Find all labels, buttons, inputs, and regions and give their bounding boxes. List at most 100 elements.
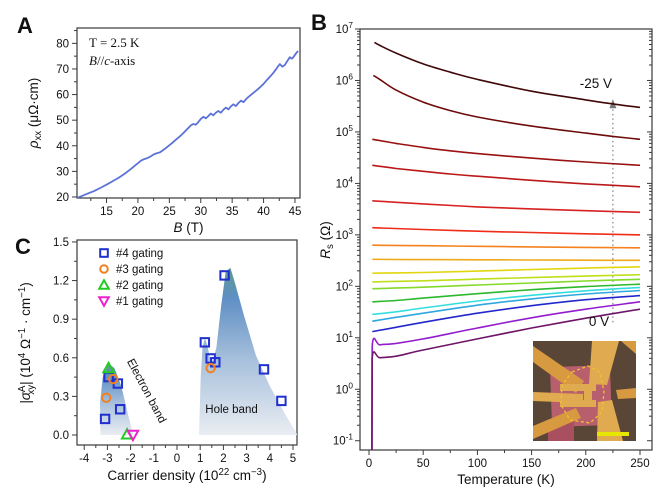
resistance-curve-v11 bbox=[372, 283, 641, 303]
panel-c-xtick-label: 5 bbox=[290, 453, 296, 465]
panel-b-ytick-label: 107 bbox=[336, 21, 354, 36]
resistance-curve-v9 bbox=[372, 273, 641, 283]
data-point-3gating bbox=[108, 373, 119, 385]
inset-electrode-top-left bbox=[533, 346, 584, 393]
panel-a-annotation-field-direction: B//c-axis bbox=[89, 53, 135, 68]
panel-a-annotation-temperature: T = 2.5 K bbox=[89, 35, 140, 50]
panel-b-ytick-label: 101 bbox=[336, 330, 354, 345]
panel-a-ytick-label: 20 bbox=[56, 192, 69, 204]
panel-a-xtick-label: 45 bbox=[289, 206, 302, 218]
panel-c-xtick-label: -3 bbox=[102, 453, 112, 465]
data-point-4gating bbox=[114, 404, 126, 415]
legend-marker-1gating bbox=[97, 296, 111, 308]
legend-marker-4gating bbox=[99, 248, 109, 258]
data-point-4gating bbox=[199, 337, 211, 348]
data-point-2gating bbox=[101, 360, 116, 374]
panel-c-xtick-label: 0 bbox=[174, 453, 180, 465]
panel-c-xtick-label: -1 bbox=[149, 453, 159, 465]
panel-c-y-axis-title: |σAxy| (104 Ω−1 · cm−1) bbox=[17, 282, 37, 404]
resistance-curve-v14 bbox=[372, 294, 641, 333]
panel-c-plot: -4 -3 -2 -1 0 1 2 3 4 5 0.0 0.3 0.6 0.9 1.2 1.5 Carrier … bbox=[17, 237, 298, 483]
data-point-4gating bbox=[276, 395, 287, 407]
panel-c-ytick-label: 0.3 bbox=[53, 391, 69, 403]
panel-a-resistivity-curve bbox=[77, 50, 299, 198]
panel-a-xtick-label: 20 bbox=[132, 206, 145, 218]
data-point-4gating bbox=[99, 413, 111, 425]
panel-b-x-axis-title: Temperature (K) bbox=[457, 472, 555, 487]
panel-a-ytick-label: 60 bbox=[56, 90, 69, 102]
resistance-curve-v6 bbox=[372, 244, 641, 249]
resistance-curve-v10 bbox=[372, 278, 641, 290]
panel-b-label: B bbox=[311, 10, 327, 35]
hole-band-region bbox=[199, 267, 297, 435]
resistance-curve-v5 bbox=[372, 226, 641, 236]
resistance-curve-v15 bbox=[371, 301, 641, 450]
panel-b-ytick-label: 105 bbox=[336, 124, 354, 139]
panel-b-xtick-label: 250 bbox=[630, 458, 649, 470]
panel-a-ytick-label: 80 bbox=[56, 38, 69, 50]
resistance-curve-v12 bbox=[372, 286, 641, 316]
resistance-curve-v3 bbox=[372, 164, 641, 188]
panel-b-ytick-label: 102 bbox=[336, 278, 354, 293]
panel-c-label: C bbox=[15, 234, 31, 259]
resistance-curve-v1 bbox=[372, 74, 641, 141]
panel-c-ytick-label: 1.2 bbox=[53, 276, 69, 288]
inset-contact-bar-lower bbox=[560, 400, 596, 407]
panel-c-x-axis-title: Carrier density (1022 cm−3) bbox=[107, 467, 266, 483]
device-micrograph-inset bbox=[533, 341, 636, 441]
panel-a-label: A bbox=[17, 13, 33, 38]
panel-c-xtick-label: 2 bbox=[220, 453, 226, 465]
data-point-4gating bbox=[258, 364, 270, 375]
panel-a-xtick-label: 30 bbox=[194, 206, 207, 218]
legend-label-3gating: #3 gating bbox=[116, 264, 163, 276]
panel-a-ytick-label: 50 bbox=[56, 115, 69, 127]
panel-b-ytick-label: 106 bbox=[336, 72, 354, 87]
panel-c-ytick-label: 1.5 bbox=[53, 237, 69, 249]
panel-b-plot: 0 50 100 150 200 250 107 106 105 104 103 102 101 100 1… bbox=[318, 21, 653, 487]
panel-a-xtick-label: 15 bbox=[100, 206, 113, 218]
resistance-curve-0V bbox=[371, 308, 641, 450]
panel-c-ytick-label: 0.0 bbox=[53, 430, 69, 442]
gate-label-minus-25V: -25 V bbox=[580, 76, 612, 91]
panel-b-xtick-label: 150 bbox=[522, 458, 541, 470]
inset-electrode-corner bbox=[621, 341, 636, 354]
resistance-curve--25V bbox=[374, 41, 641, 109]
legend-marker-3gating bbox=[99, 264, 109, 274]
panel-b-ytick-label: 104 bbox=[336, 175, 354, 190]
panel-c-frame bbox=[76, 239, 298, 446]
panel-a-ytick-label: 40 bbox=[56, 141, 69, 153]
hole-band-label: Hole band bbox=[205, 404, 257, 416]
resistance-curve-v4 bbox=[372, 200, 641, 214]
panel-a-xtick-label: 35 bbox=[226, 206, 239, 218]
data-point-1gating bbox=[126, 429, 140, 443]
band-regions bbox=[100, 267, 297, 435]
inset-scale-bar bbox=[597, 432, 629, 436]
legend-label-2gating: #2 gating bbox=[116, 280, 163, 292]
panel-a-xtick-label: 25 bbox=[163, 206, 176, 218]
resistance-curve-v13 bbox=[372, 289, 641, 322]
panel-a-x-axis-title: B (T) bbox=[173, 220, 203, 235]
legend-label-4gating: #4 gating bbox=[116, 248, 163, 260]
panel-b-ytick-label: 10-1 bbox=[333, 433, 354, 448]
legend-marker-2gating bbox=[97, 278, 111, 290]
panel-c-ytick-label: 0.9 bbox=[53, 314, 69, 326]
resistance-curve-v8 bbox=[372, 266, 641, 274]
panel-b-y-axis-title: Rs (Ω) bbox=[318, 221, 336, 258]
data-point-4gating bbox=[219, 270, 230, 281]
panel-c-xtick-label: 4 bbox=[267, 453, 274, 465]
panel-a-y-axis-title: ρxx (μΩ·cm) bbox=[26, 78, 44, 150]
data-point-3gating bbox=[205, 362, 216, 374]
inset-contact-bar-upper bbox=[560, 384, 596, 391]
panel-b-xtick-label: 0 bbox=[366, 458, 372, 470]
panel-b-ytick-label: 100 bbox=[336, 381, 354, 396]
electron-band-label: Electron band bbox=[124, 357, 168, 425]
panel-b-xtick-label: 200 bbox=[576, 458, 595, 470]
gate-label-0V: 0 V bbox=[589, 314, 609, 329]
panel-c-xtick-label: -2 bbox=[125, 453, 135, 465]
panel-c-xtick-label: 1 bbox=[197, 453, 203, 465]
panel-c-xtick-label: -4 bbox=[79, 453, 90, 465]
inset-electrode-bottom-left bbox=[533, 408, 581, 439]
resistance-curve-v7 bbox=[372, 258, 641, 262]
